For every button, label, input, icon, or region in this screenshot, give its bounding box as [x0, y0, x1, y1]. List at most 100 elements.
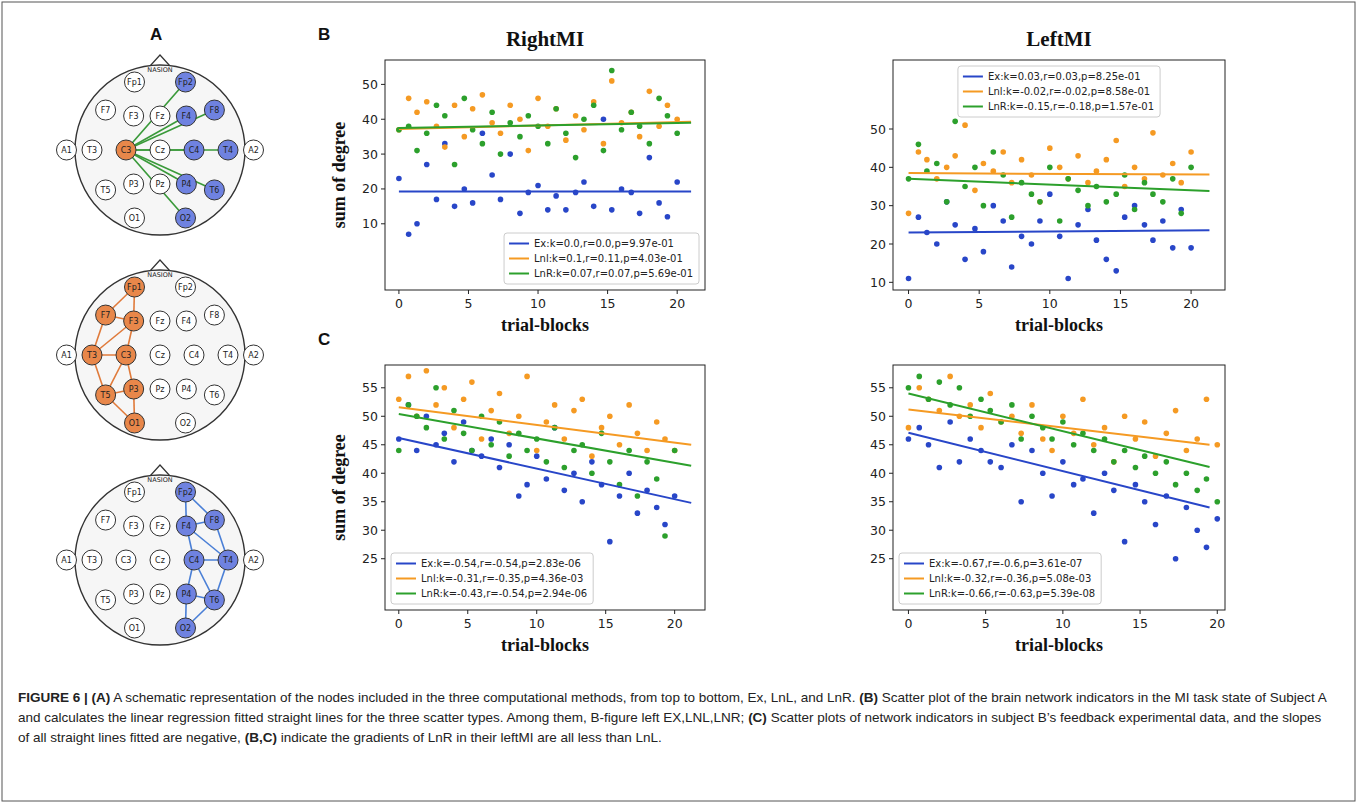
y-tick-label: 50 [362, 409, 378, 424]
x-tick [1049, 290, 1050, 294]
scatter-point [1160, 199, 1166, 205]
scatter-point [1150, 130, 1156, 136]
scatter-point [469, 448, 475, 454]
electrode-label: T6 [208, 391, 219, 400]
electrode-label: Pz [155, 385, 164, 394]
y-tick-label: 50 [362, 77, 378, 92]
electrode-label: A1 [61, 146, 72, 155]
scatter-point [1029, 191, 1035, 197]
electrode-label: T6 [208, 186, 219, 195]
scatter-point [926, 442, 932, 448]
electrode [218, 550, 238, 570]
scatter-point [665, 214, 671, 220]
scatter-point [480, 141, 486, 147]
scatter-point [1104, 257, 1110, 263]
scatter-point [581, 127, 587, 133]
scatter-point [1071, 442, 1077, 448]
legend-label: Lnl:k=0.1,r=0.11,p=4.03e-01 [534, 253, 683, 264]
scatter-point [1150, 237, 1156, 243]
y-tick-label: 25 [362, 551, 378, 566]
scatter-point [1065, 176, 1071, 182]
x-tick-label: 5 [465, 296, 473, 311]
scatter-point [934, 241, 940, 247]
scatter-point [1009, 214, 1015, 220]
caption-run: (A) [92, 690, 111, 705]
electrode-label: Cz [155, 351, 165, 360]
electrode [96, 510, 116, 530]
scatter-point [916, 149, 922, 155]
legend-box [391, 553, 593, 604]
scatter-point [1057, 165, 1063, 171]
scatter-point [644, 459, 650, 465]
scatter-point [1173, 408, 1179, 414]
scatter-point [1047, 145, 1053, 151]
scatter-point [470, 200, 476, 206]
electrode-label: Pz [155, 180, 164, 189]
electrode-label: F7 [101, 516, 111, 525]
scatter-point [442, 436, 448, 442]
x-tick [467, 610, 468, 614]
scatter-point [1037, 199, 1043, 205]
electrode-label: A2 [248, 556, 259, 565]
scatter-point [1029, 448, 1035, 454]
reference-label: NASION [147, 476, 172, 484]
scatter-point [1184, 448, 1190, 454]
scatter-point [452, 103, 458, 109]
legend: Ex:k=0.0,r=0.0,p=9.97e-01Lnl:k=0.1,r=0.1… [504, 233, 699, 284]
scatter-point [591, 204, 597, 210]
electrode-label: Fp1 [127, 283, 142, 292]
scatter-point [1150, 191, 1156, 197]
scatter-point [1060, 413, 1066, 419]
scatter-point [1080, 396, 1086, 402]
scatter-point [962, 257, 968, 263]
x-tick-label: 20 [1209, 616, 1225, 631]
caption: FIGURE 6 | (A) A schematic representatio… [18, 688, 1336, 748]
scatter-point [524, 448, 530, 454]
fit-line [399, 190, 691, 192]
y-tick-label: 55 [362, 380, 378, 395]
x-tick-label: 0 [395, 616, 403, 631]
electrode-label: Pz [155, 590, 164, 599]
y-tick-label: 50 [870, 122, 886, 137]
scatter-point [488, 442, 494, 448]
scatter-point [998, 465, 1004, 471]
electrode [124, 311, 144, 331]
scatter-point [654, 476, 660, 482]
scatter-point [1214, 499, 1220, 505]
scatter-point [498, 151, 504, 157]
electrode-label: F4 [181, 522, 191, 531]
x-tick-label: 20 [1183, 296, 1199, 311]
scatter-point [424, 425, 430, 431]
caption-run: FIGURE 6 | [18, 690, 92, 705]
electrode [176, 311, 196, 331]
scatter-point [981, 249, 987, 255]
electrode-label: Fz [156, 112, 165, 121]
scatter-point [934, 161, 940, 167]
x-tick [985, 610, 986, 614]
scatter-point [619, 127, 625, 133]
scatter-point [1102, 470, 1108, 476]
scatter-point [553, 106, 559, 112]
figure: ABCFp1Fp2F7F3FzF4F8A1T3C3CzC4T4A2T5P3PzP… [0, 0, 1357, 804]
electrode [150, 550, 170, 570]
data-group [906, 374, 1220, 562]
x-tick [908, 610, 909, 614]
scatter-point [589, 459, 595, 465]
electrode-label: Cz [155, 556, 165, 565]
scatter-point [1029, 241, 1035, 247]
scatter-point [581, 116, 587, 122]
scatter-point [581, 179, 587, 185]
scatter-point [1173, 556, 1179, 562]
scatter-point [534, 453, 540, 459]
scatter-point [644, 448, 650, 454]
x-tick [398, 610, 399, 614]
scatter-point [665, 103, 671, 109]
y-tick [381, 84, 385, 85]
scatter-point [1075, 222, 1081, 228]
scatter-point [414, 148, 420, 154]
y-tick-label: 20 [870, 237, 886, 252]
electrode-label: P4 [181, 385, 191, 394]
scatter-point [626, 470, 632, 476]
y-tick [889, 167, 893, 168]
scatter-point [1160, 218, 1166, 224]
